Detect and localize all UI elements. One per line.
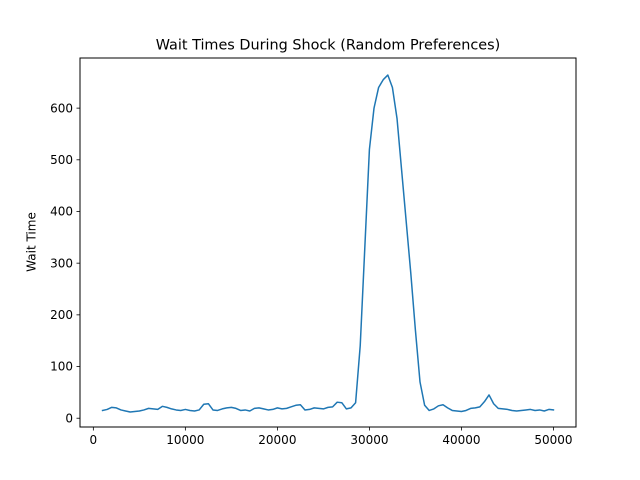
x-tick-label-10000: 10000	[166, 433, 204, 447]
y-tick-label-500: 500	[50, 153, 73, 167]
x-tick-label-20000: 20000	[258, 433, 296, 447]
y-tick-label-300: 300	[50, 256, 73, 270]
x-tick-label-0: 0	[90, 433, 98, 447]
x-tick-label-40000: 40000	[442, 433, 480, 447]
y-tick-label-200: 200	[50, 308, 73, 322]
y-tick-label-100: 100	[50, 360, 73, 374]
y-axis-label: Wait Time	[25, 212, 39, 272]
x-tick-label-30000: 30000	[350, 433, 388, 447]
y-tick-label-0: 0	[65, 411, 73, 425]
x-tick-label-50000: 50000	[534, 433, 572, 447]
chart-title: Wait Times During Shock (Random Preferen…	[156, 38, 500, 54]
y-tick-label-400: 400	[50, 205, 73, 219]
y-tick-label-600: 600	[50, 101, 73, 115]
